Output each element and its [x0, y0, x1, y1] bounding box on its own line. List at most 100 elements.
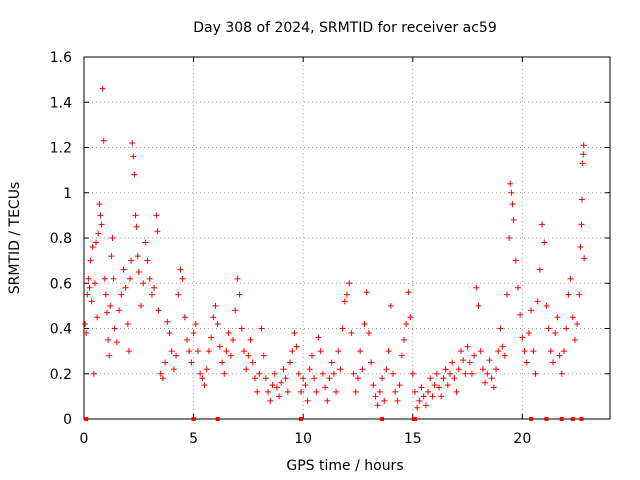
data-point — [385, 348, 392, 355]
data-point — [556, 352, 563, 359]
data-point — [240, 348, 247, 355]
data-point — [453, 388, 460, 395]
data-point — [214, 320, 221, 327]
data-point — [521, 348, 528, 355]
data-point — [313, 388, 320, 395]
data-point — [164, 318, 171, 325]
data-point — [383, 366, 390, 373]
data-point — [86, 284, 93, 291]
data-point — [414, 404, 421, 411]
data-point — [444, 382, 451, 389]
data-point — [199, 375, 206, 382]
data-point — [291, 330, 298, 337]
data-point — [372, 393, 379, 400]
x-axis-label: GPS time / hours — [286, 458, 403, 474]
data-point — [256, 370, 263, 377]
data-point — [322, 384, 329, 391]
y-tick-label: 1 — [63, 186, 72, 202]
data-point — [162, 359, 169, 366]
data-point — [282, 375, 289, 382]
data-point — [315, 334, 322, 341]
data-point — [269, 382, 276, 389]
data-point — [175, 291, 182, 298]
data-point — [350, 370, 357, 377]
data-point — [221, 370, 228, 377]
data-point — [151, 284, 158, 291]
data-point — [109, 235, 116, 241]
data-point — [379, 375, 386, 382]
data-point — [140, 280, 147, 287]
data-point — [501, 352, 508, 359]
data-point — [293, 343, 300, 350]
data-point — [210, 314, 217, 321]
data-point — [442, 366, 449, 373]
data-point — [420, 393, 427, 400]
data-point — [530, 348, 537, 355]
data-point — [409, 370, 416, 377]
data-point — [148, 291, 155, 298]
data-point — [328, 359, 335, 366]
data-point — [177, 266, 184, 273]
data-point — [361, 320, 368, 327]
data-point — [120, 266, 127, 273]
data-point — [558, 370, 565, 377]
data-point — [125, 348, 132, 355]
data-point — [100, 137, 107, 144]
data-point — [284, 388, 291, 395]
data-point — [390, 370, 397, 377]
data-point — [133, 223, 140, 230]
zero-markers — [84, 417, 584, 421]
data-point — [105, 336, 112, 343]
data-point — [85, 275, 92, 282]
data-point — [567, 275, 574, 282]
data-point — [87, 257, 94, 264]
data-point — [337, 366, 344, 373]
data-point — [276, 393, 283, 400]
data-point — [118, 291, 125, 298]
data-point — [219, 359, 226, 366]
data-point — [514, 284, 521, 291]
data-point — [157, 370, 164, 377]
data-point — [543, 302, 550, 309]
data-point — [96, 201, 103, 208]
data-point — [335, 348, 342, 355]
data-point — [431, 382, 438, 389]
x-tick-label: 15 — [404, 431, 422, 447]
data-point — [449, 359, 456, 366]
data-point — [216, 343, 223, 350]
data-point — [368, 359, 375, 366]
data-point — [396, 382, 403, 389]
data-point — [108, 253, 115, 260]
data-point — [403, 320, 410, 327]
x-tick-label: 20 — [513, 431, 531, 447]
data-point — [503, 291, 510, 298]
data-point — [381, 397, 388, 404]
data-point — [578, 221, 585, 228]
data-point — [507, 180, 514, 187]
data-point — [376, 388, 383, 395]
zero-value-marker — [412, 417, 417, 421]
data-point — [179, 275, 186, 282]
data-point — [509, 201, 516, 208]
data-point — [571, 336, 578, 343]
data-point — [510, 216, 517, 223]
data-point — [348, 330, 355, 337]
data-point — [577, 244, 584, 251]
data-point — [131, 171, 138, 178]
data-point — [475, 302, 482, 309]
y-axis-label: SRMTID / TECUs — [7, 182, 23, 295]
axis-ticks: 0 0.2 0.4 0.6 0.8 1 1.2 1.4 1.6 0 5 10 15 20 — [50, 50, 610, 447]
data-point — [181, 314, 188, 321]
data-point — [392, 388, 399, 395]
data-point — [238, 325, 245, 332]
data-point — [574, 320, 581, 327]
data-point — [438, 393, 445, 400]
data-point — [249, 359, 256, 366]
grid — [84, 57, 610, 419]
data-point — [387, 302, 394, 309]
zero-value-marker — [215, 417, 220, 421]
data-point — [490, 384, 497, 391]
data-point — [134, 253, 141, 260]
data-points — [82, 85, 588, 411]
data-point — [155, 307, 162, 314]
